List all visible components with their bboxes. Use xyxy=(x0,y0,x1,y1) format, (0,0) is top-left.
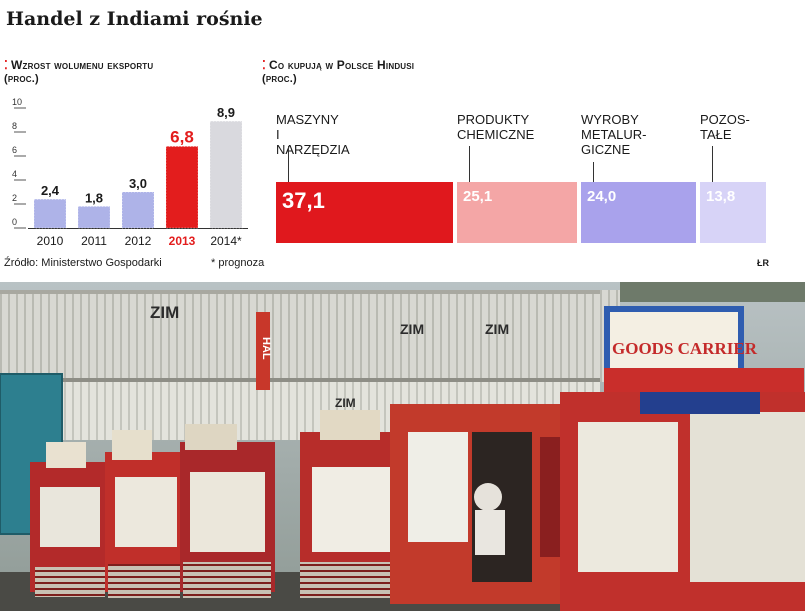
bar-texture xyxy=(33,198,67,229)
category-label: 2010 xyxy=(37,234,64,248)
share-value: 25,1 xyxy=(463,188,493,205)
section-marker-icon: ⁚ xyxy=(262,58,267,72)
share-value: 13,8 xyxy=(706,188,736,205)
y-tick-label: 2 xyxy=(12,193,17,203)
bar-texture xyxy=(165,145,199,229)
truck-5 xyxy=(390,404,580,604)
imports-chart-title-text: Co kupują w Polsce Hindusi xyxy=(269,58,415,72)
export-growth-chart: 0 2 4 6 8 10 2,4 2010 1,8 2011 3,0 2012 6,8 2013 8,9 20… xyxy=(12,97,248,248)
bar-value-label: 1,8 xyxy=(85,190,103,205)
bar-value-label: 3,0 xyxy=(129,176,147,191)
section-marker-icon: ⁚ xyxy=(4,58,9,72)
imports-chart-unit: (proc.) xyxy=(262,73,297,85)
y-tick-label: 10 xyxy=(12,97,22,107)
bar xyxy=(166,146,198,228)
container-row-back xyxy=(0,290,620,382)
share-category-label: MASZYNY I NARZĘDZIA xyxy=(276,112,350,157)
share-category-pointer xyxy=(712,146,713,182)
truck-3 xyxy=(180,424,275,598)
category-label: 2013 xyxy=(169,234,196,248)
share-category-label: PRODUKTY CHEMICZNE xyxy=(457,112,535,142)
share-block: 24,0 xyxy=(581,182,696,243)
container-brand-alt: HAL xyxy=(260,337,272,360)
container-hal-stripe xyxy=(256,312,270,390)
share-category-pointer xyxy=(469,146,470,182)
container-brand-4: ZIM xyxy=(335,396,356,410)
bar xyxy=(210,121,242,228)
headline: Handel z Indiami rośnie xyxy=(6,8,263,30)
truck-2 xyxy=(105,430,185,598)
y-tick-label: 0 xyxy=(12,217,17,227)
bar-value-label: 2,4 xyxy=(41,183,60,198)
bar-value-label: 6,8 xyxy=(170,127,194,146)
bar-texture xyxy=(77,205,111,229)
export-chart-title: ⁚ Wzrost wolumenu eksportu (proc.) xyxy=(4,58,153,86)
share-value: 37,1 xyxy=(282,188,325,213)
truck-1 xyxy=(30,442,110,597)
export-chart-unit: (proc.) xyxy=(4,73,39,85)
bar-value-label: 8,9 xyxy=(217,105,235,120)
category-label: 2012 xyxy=(125,234,152,248)
share-block: 37,1 xyxy=(276,182,453,243)
export-chart-title-text: Wzrost wolumenu eksportu xyxy=(11,58,154,72)
bar-texture xyxy=(121,191,155,229)
share-category-label: WYROBY METALUR- GICZNE xyxy=(581,112,647,157)
category-label: 2011 xyxy=(81,234,107,248)
publisher-logo: ŁR xyxy=(757,258,769,268)
share-block: 25,1 xyxy=(457,182,577,243)
truck-4 xyxy=(300,410,400,598)
container-brand-1: ZIM xyxy=(150,303,179,322)
share-block: 13,8 xyxy=(700,182,766,243)
container-brand-3: ZIM xyxy=(485,321,509,337)
bar xyxy=(122,192,154,228)
container-brand-2: ZIM xyxy=(400,321,424,337)
source-note: Źródło: Ministerstwo Gospodarki xyxy=(4,257,162,269)
trucks-photo: ZIM ZIM ZIM ZIM HAL xyxy=(0,282,805,611)
truck-6: GOODS CARRIER xyxy=(560,306,805,611)
share-category-label: POZOS- TAŁE xyxy=(700,112,750,142)
y-tick-label: 4 xyxy=(12,169,17,179)
truck-sign: GOODS CARRIER xyxy=(612,339,758,358)
bar xyxy=(34,199,66,228)
bar-texture xyxy=(209,120,243,229)
share-category-pointer xyxy=(288,146,289,182)
y-tick-label: 8 xyxy=(12,121,17,131)
y-tick-label: 6 xyxy=(12,145,17,155)
imports-chart-title: ⁚ Co kupują w Polsce Hindusi (proc.) xyxy=(262,58,414,86)
share-value: 24,0 xyxy=(587,188,617,205)
forecast-note: * prognoza xyxy=(211,257,265,269)
bar xyxy=(78,206,110,228)
category-label: 2014* xyxy=(210,234,242,248)
share-category-pointer xyxy=(593,162,594,182)
